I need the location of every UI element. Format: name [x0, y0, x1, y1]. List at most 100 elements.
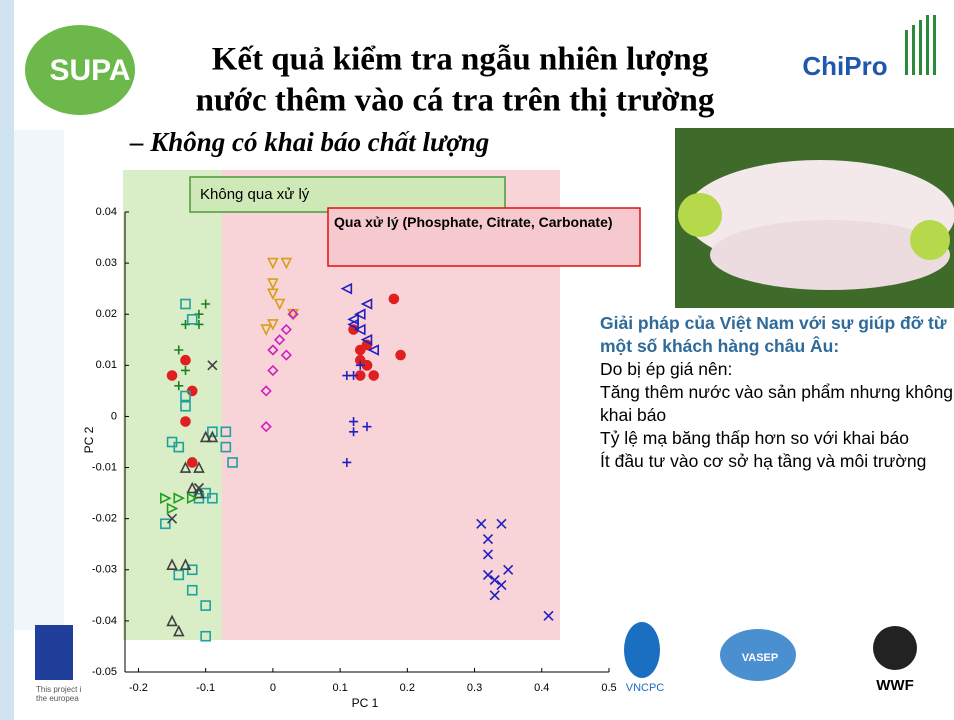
point — [342, 457, 352, 467]
point — [273, 298, 286, 311]
y-tick-label: 0.03 — [96, 257, 117, 269]
point — [180, 354, 191, 366]
supa-text: SUPA — [49, 54, 130, 87]
point — [174, 381, 184, 391]
panel-line: Do bị ép giá nên: — [600, 359, 733, 379]
point — [360, 298, 373, 310]
point — [181, 365, 190, 375]
point — [362, 422, 372, 432]
left-stripes — [0, 0, 64, 720]
point — [160, 518, 171, 530]
bar-deco — [905, 30, 908, 75]
annotation-box — [327, 207, 641, 267]
chipro-text: ChiPro — [802, 51, 887, 81]
vasep-text: VASEP — [742, 652, 778, 664]
point — [503, 564, 514, 575]
point — [267, 344, 279, 356]
vasep-logo — [720, 629, 796, 681]
point — [200, 630, 211, 642]
point — [166, 370, 178, 381]
point — [347, 313, 359, 326]
point — [395, 349, 406, 361]
point — [355, 360, 365, 370]
y-tick-label: 0.02 — [96, 308, 117, 320]
x-tick-label: 0.3 — [467, 682, 482, 694]
y-tick-label: -0.03 — [92, 564, 117, 576]
point — [201, 299, 211, 309]
point — [476, 518, 487, 529]
point — [368, 370, 380, 381]
solution-panel: Giải pháp của Việt Nam với sự giúp đỡ từ… — [600, 312, 954, 473]
point — [260, 385, 272, 397]
bar-deco — [926, 15, 929, 75]
point — [186, 457, 198, 468]
point — [180, 416, 191, 427]
point — [172, 624, 185, 637]
point — [180, 400, 191, 412]
point — [179, 461, 192, 473]
point — [267, 257, 279, 270]
x-tick-label: 0.4 — [534, 682, 549, 694]
wwf-logo — [873, 626, 917, 670]
point — [349, 417, 359, 427]
point — [186, 314, 198, 325]
subtitle: – Không có khai báo chất lượng — [129, 127, 489, 157]
point — [186, 492, 199, 505]
point — [174, 345, 184, 355]
point — [353, 308, 366, 321]
y-tick-label: -0.04 — [92, 615, 117, 627]
point — [260, 324, 272, 336]
point — [166, 614, 178, 627]
point — [166, 513, 178, 524]
point — [349, 371, 359, 381]
point — [207, 426, 218, 438]
point — [173, 492, 186, 505]
y-tick-label: -0.01 — [92, 461, 117, 473]
title-line: nước thêm vào cá tra trên thị trường — [196, 83, 715, 119]
point — [280, 349, 292, 361]
point — [496, 518, 507, 529]
panel-line: Tỷ lệ mạ băng thấp hơn so với khai báo — [600, 428, 909, 448]
point — [193, 482, 205, 494]
point — [173, 441, 185, 453]
annotation: Qua xử lý (Phosphate, Citrate, Carbonate… — [334, 214, 613, 230]
point — [166, 558, 178, 570]
vncpc-text: VNCPC — [626, 682, 665, 694]
y-tick-label: 0.01 — [96, 359, 117, 371]
point — [207, 492, 218, 504]
point — [489, 590, 500, 601]
point — [267, 278, 279, 290]
point — [160, 492, 172, 505]
point — [273, 334, 286, 346]
point — [267, 288, 279, 301]
lime — [678, 193, 722, 237]
point — [180, 298, 191, 310]
point — [482, 549, 494, 560]
x-tick-label: -0.2 — [129, 682, 148, 694]
supa-logo — [25, 25, 135, 115]
y-tick-label: -0.02 — [92, 513, 117, 525]
point — [206, 430, 219, 443]
point — [267, 319, 279, 331]
vncpc-logo — [624, 622, 660, 678]
fillet — [710, 220, 950, 290]
point — [354, 344, 366, 356]
bar-deco — [919, 20, 922, 75]
x-tick-label: 0 — [270, 682, 276, 694]
panel-heading: Giải pháp của Việt Nam với sự giúp đỡ từ… — [600, 313, 947, 356]
lime — [910, 220, 950, 260]
point — [179, 558, 192, 570]
point — [353, 323, 366, 336]
x-tick-label: 0.5 — [601, 682, 616, 694]
y-axis-label: PC 2 — [82, 426, 96, 453]
point — [280, 323, 292, 336]
x-tick-label: 0.1 — [332, 682, 347, 694]
point — [193, 461, 205, 473]
fish-photo — [675, 128, 954, 308]
wwf-text: WWF — [876, 677, 913, 694]
point — [482, 569, 494, 580]
point — [496, 580, 507, 591]
panel-line: Ít đầu tư vào cơ sở hạ tầng và môi trườn… — [600, 451, 927, 471]
point — [489, 574, 500, 586]
